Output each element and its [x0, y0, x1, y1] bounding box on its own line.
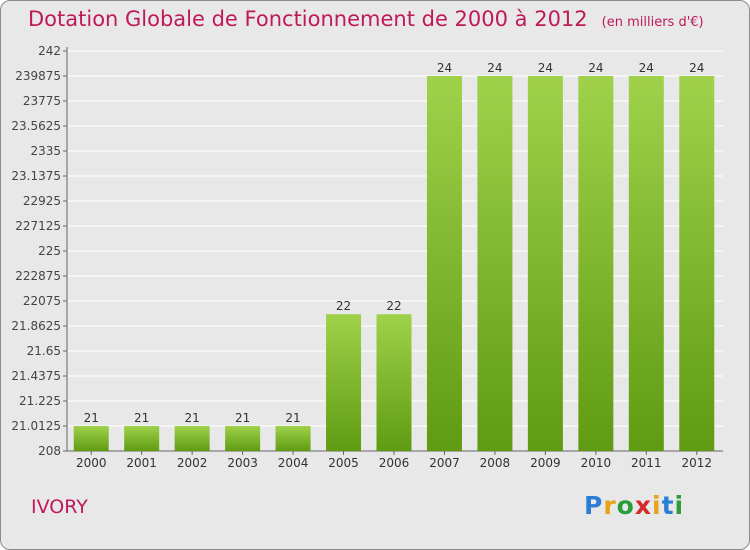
bar	[477, 76, 513, 451]
y-tick-label: 208	[38, 444, 61, 458]
bar-value-label: 21	[134, 411, 149, 425]
y-tick-label: 227125	[15, 219, 61, 233]
bar-value-label: 24	[437, 61, 452, 75]
bar-value-label: 24	[588, 61, 603, 75]
x-tick-label: 2000	[76, 456, 107, 470]
bar-value-label: 21	[235, 411, 250, 425]
y-tick-label: 22075	[23, 294, 61, 308]
logo-letter: i	[652, 491, 662, 520]
x-tick-label: 2007	[429, 456, 460, 470]
x-tick-label: 2009	[530, 456, 561, 470]
y-tick-label: 242	[38, 44, 61, 58]
x-tick-label: 2010	[581, 456, 612, 470]
chart-title-text: Dotation Globale de Fonctionnement de 20…	[28, 7, 588, 31]
commune-name: IVORY	[31, 496, 88, 518]
y-tick-label: 222875	[15, 269, 61, 283]
y-tick-label: 239875	[15, 69, 61, 83]
x-tick-label: 2003	[227, 456, 258, 470]
bar	[679, 76, 715, 451]
bar-value-label: 22	[386, 299, 401, 313]
bar-value-label: 24	[538, 61, 553, 75]
y-tick-label: 225	[38, 244, 61, 258]
bar	[275, 426, 311, 451]
logo-letter: x	[634, 491, 652, 520]
x-tick-label: 2006	[379, 456, 410, 470]
chart-title: Dotation Globale de Fonctionnement de 20…	[28, 7, 704, 31]
bar	[376, 314, 412, 451]
bar	[73, 426, 109, 451]
x-tick-label: 2008	[480, 456, 511, 470]
x-tick-label: 2012	[681, 456, 712, 470]
bar	[225, 426, 261, 451]
proxiti-logo: Proxiti	[584, 491, 684, 520]
bar-value-label: 22	[336, 299, 351, 313]
bar-value-label: 21	[84, 411, 99, 425]
y-tick-label: 21.225	[19, 394, 61, 408]
y-tick-label: 21.0125	[11, 419, 61, 433]
bar	[124, 426, 160, 451]
unit-note: (en milliers d'€)	[601, 15, 704, 30]
y-tick-label: 23775	[23, 94, 61, 108]
logo-letter: o	[616, 491, 635, 520]
logo-letter: i	[674, 491, 685, 520]
y-tick-label: 23.1375	[11, 169, 61, 183]
x-tick-label: 2001	[126, 456, 157, 470]
bar-value-label: 24	[639, 61, 654, 75]
logo-letter: P	[584, 491, 604, 520]
x-tick-label: 2011	[631, 456, 662, 470]
bar-value-label: 21	[285, 411, 300, 425]
logo-letter: t	[661, 491, 675, 520]
bar-value-label: 21	[185, 411, 200, 425]
bar	[527, 76, 563, 451]
y-tick-label: 21.4375	[11, 369, 61, 383]
x-tick-label: 2004	[278, 456, 309, 470]
bar	[426, 76, 462, 451]
bar	[578, 76, 614, 451]
logo-letter: r	[603, 491, 617, 520]
x-tick-label: 2005	[328, 456, 359, 470]
y-tick-label: 21.65	[27, 344, 61, 358]
bar	[174, 426, 210, 451]
bar	[326, 314, 362, 451]
y-tick-label: 23.5625	[11, 119, 61, 133]
bar-value-label: 24	[487, 61, 502, 75]
bar-value-label: 24	[689, 61, 704, 75]
y-tick-label: 21.8625	[11, 319, 61, 333]
bar	[628, 76, 664, 451]
y-tick-label: 22925	[23, 194, 61, 208]
x-tick-label: 2002	[177, 456, 208, 470]
y-tick-label: 2335	[30, 144, 61, 158]
